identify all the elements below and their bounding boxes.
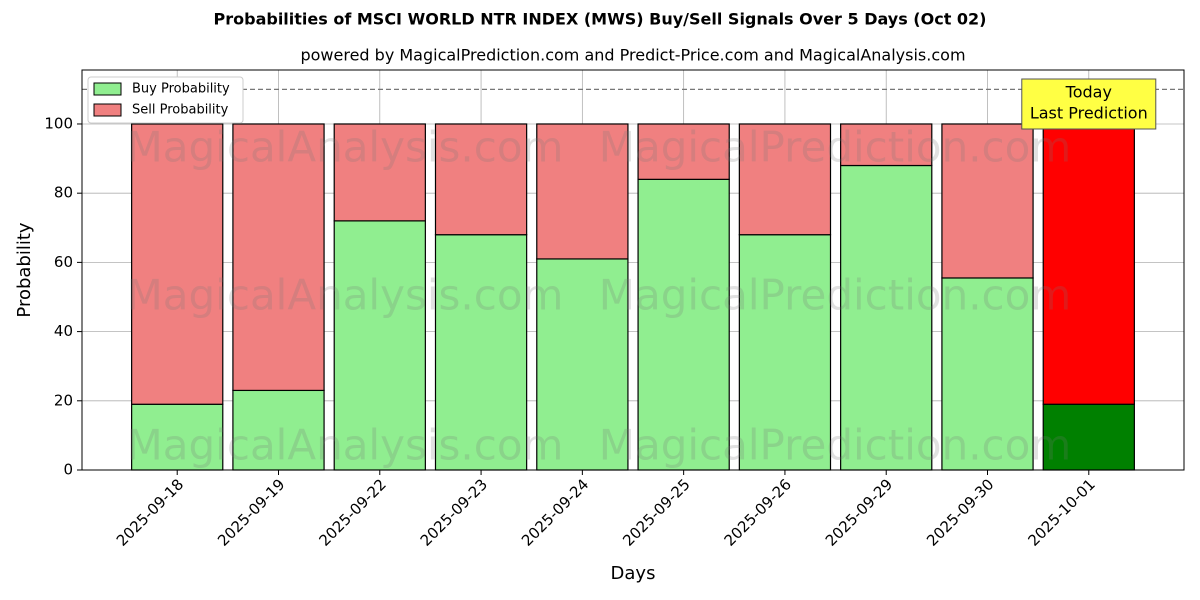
watermark: MagicalPrediction.com: [599, 271, 1072, 320]
bar-segment: [1042, 123, 1135, 405]
bar-segment: [232, 123, 325, 392]
legend-box: [87, 76, 244, 124]
x-tick-label: 2025-09-26: [721, 475, 795, 549]
x-tick-label: 2025-09-30: [923, 475, 997, 549]
bar-segment: [941, 123, 1034, 279]
bar-segment: [1042, 403, 1135, 471]
y-tick-label: 100: [44, 114, 73, 132]
bar-segment: [840, 164, 933, 471]
y-tick-label: 20: [54, 391, 73, 409]
bar-segment: [637, 123, 730, 180]
x-tick-label: 2025-09-29: [822, 475, 896, 549]
annotation-text: Today: [1065, 83, 1112, 102]
legend-label: Sell Probability: [132, 103, 229, 118]
bar-segment: [738, 123, 832, 236]
x-tick-label: 2025-09-22: [315, 475, 389, 549]
legend-swatch: [93, 82, 122, 96]
bar-segment: [131, 123, 224, 405]
bar-segment: [333, 220, 426, 471]
bar-segment: [637, 178, 730, 471]
legend-swatch: [93, 103, 122, 117]
watermark: MagicalPrediction.com: [599, 123, 1072, 172]
x-tick-label: 2025-10-01: [1024, 475, 1098, 549]
watermark: MagicalPrediction.com: [599, 421, 1072, 470]
watermark: MagicalAnalysis.com: [127, 421, 564, 470]
plot-frame: [81, 69, 1185, 471]
y-tick-label: 80: [54, 184, 73, 202]
x-tick-label: 2025-09-19: [214, 475, 288, 549]
x-tick-label: 2025-09-23: [417, 475, 491, 549]
legend: Buy Probability Sell Probability: [87, 76, 244, 124]
bar-segment: [232, 389, 325, 471]
bar-segment: [840, 123, 933, 167]
y-tick-label: 0: [63, 461, 73, 479]
y-tick-label: 40: [54, 322, 73, 340]
bar-segment: [434, 123, 528, 236]
watermark: MagicalAnalysis.com: [127, 123, 564, 172]
x-tick-label: 2025-09-18: [113, 475, 187, 549]
legend-label: Buy Probability: [132, 82, 230, 97]
x-tick-label: 2025-09-24: [518, 475, 592, 549]
bar-segment: [536, 258, 629, 471]
x-tick-label: 2025-09-25: [619, 475, 693, 549]
bar-segment: [333, 123, 426, 222]
chart-subtitle: powered by MagicalPrediction.com and Pre…: [300, 46, 965, 65]
bar-segment: [536, 123, 629, 260]
y-tick-label: 60: [54, 253, 73, 271]
x-axis-label: Days: [611, 563, 656, 584]
watermark: MagicalAnalysis.com: [127, 271, 564, 320]
y-axis-label: Probability: [14, 222, 35, 317]
annotation-text: Last Prediction: [1030, 104, 1148, 123]
bar-segment: [434, 234, 528, 471]
bar-segment: [738, 234, 832, 471]
annotation-box: [1021, 78, 1157, 130]
chart-title: Probabilities of MSCI WORLD NTR INDEX (M…: [214, 10, 987, 29]
bar-segment: [941, 277, 1034, 471]
